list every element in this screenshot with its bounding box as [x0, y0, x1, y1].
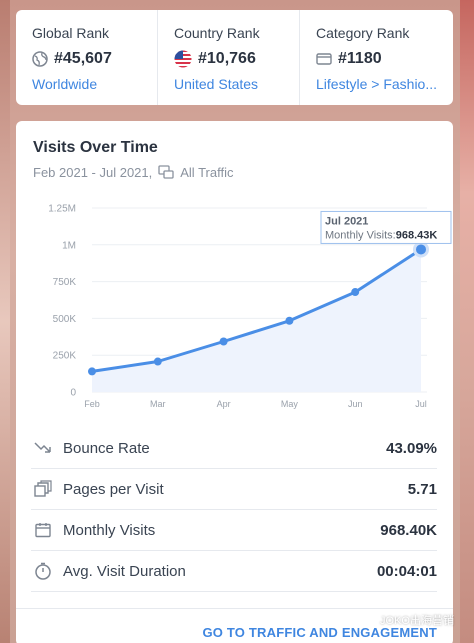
y-tick-label: 250K	[53, 351, 77, 362]
country-rank: Country Rank #10,766 United States	[158, 10, 300, 105]
data-point	[416, 244, 426, 255]
global-rank-value-row: #45,607	[32, 50, 141, 68]
visits-subtitle: Feb 2021 - Jul 2021, All Traffic	[33, 164, 233, 180]
x-tick-label: Mar	[150, 399, 166, 409]
calendar-icon	[33, 520, 53, 540]
visits-area	[92, 249, 421, 392]
data-point	[219, 337, 228, 346]
watermark: JOKO出海营销	[362, 612, 454, 628]
chart-tooltip: Jul 2021 Monthly Visits:968.43K	[320, 210, 452, 244]
category-rank-label: Category Rank	[316, 25, 410, 41]
country-rank-value-row: #10,766	[174, 50, 283, 68]
data-point	[153, 357, 162, 366]
country-rank-label: Country Rank	[174, 25, 260, 41]
metric-value: 968.40K	[380, 521, 437, 539]
visits-points	[88, 241, 429, 376]
data-point	[88, 367, 96, 376]
background-right	[460, 0, 474, 643]
metric-row-pages-per-visit: Pages per Visit 5.71	[31, 469, 437, 510]
visits-card: Visits Over Time Feb 2021 - Jul 2021, Al…	[16, 121, 453, 643]
metric-row-bounce-rate: Bounce Rate 43.09%	[31, 428, 437, 469]
us-flag-icon	[174, 50, 192, 68]
metric-label: Avg. Visit Duration	[63, 562, 186, 580]
wechat-icon	[362, 614, 376, 626]
tooltip-label: Monthly Visits:968.43K	[325, 229, 437, 241]
traffic-source-icon	[158, 165, 174, 179]
trend-down-icon	[33, 438, 53, 458]
x-tick-label: Jun	[348, 399, 363, 409]
metric-row-avg-visit-duration: Avg. Visit Duration 00:04:01	[31, 551, 437, 592]
date-range: Feb 2021 - Jul 2021,	[33, 164, 153, 180]
visits-chart: 0 250K 500K 750K 1M 1.25M Feb Mar Apr May Jun Jul …	[48, 204, 452, 409]
y-tick-label: 750K	[53, 277, 77, 288]
united-states-link[interactable]: United States	[174, 76, 259, 92]
metric-label: Pages per Visit	[63, 480, 164, 498]
category-rank: Category Rank #1180 Lifestyle > Fashio..…	[300, 10, 453, 105]
x-tick-label: May	[281, 399, 299, 409]
y-tick-label: 1M	[62, 240, 76, 251]
timer-icon	[33, 561, 53, 581]
y-tick-label: 0	[70, 388, 76, 399]
tooltip-value: 968.43K	[396, 229, 438, 241]
visits-title: Visits Over Time	[33, 139, 158, 156]
data-point	[285, 316, 294, 325]
y-tick-label: 1.25M	[48, 204, 76, 215]
category-rank-value-row: #1180	[316, 50, 437, 68]
tooltip-title: Jul 2021	[325, 215, 368, 227]
x-tick-label: Apr	[217, 399, 231, 409]
x-tick-label: Feb	[84, 399, 100, 409]
country-rank-value: #10,766	[198, 50, 256, 67]
category-rank-value: #1180	[338, 50, 382, 67]
category-link[interactable]: Lifestyle > Fashio...	[316, 76, 438, 92]
global-rank: Global Rank #45,607 Worldwide	[16, 10, 158, 105]
background-left	[0, 0, 10, 643]
metric-label: Monthly Visits	[63, 521, 156, 539]
metric-value: 00:04:01	[376, 562, 437, 580]
data-point	[351, 288, 360, 297]
metric-value: 43.09%	[386, 439, 437, 457]
metric-row-monthly-visits: Monthly Visits 968.40K	[31, 510, 437, 551]
global-rank-label: Global Rank	[32, 25, 110, 41]
globe-icon	[32, 51, 48, 67]
global-rank-value: #45,607	[54, 50, 112, 67]
worldwide-link[interactable]: Worldwide	[32, 76, 98, 92]
rank-card: Global Rank #45,607 Worldwide Country Ra…	[16, 10, 453, 105]
metric-label: Bounce Rate	[63, 439, 150, 457]
category-icon	[316, 53, 332, 65]
footer-divider	[16, 608, 453, 609]
tooltip-label-text: Monthly Visits:	[325, 229, 396, 241]
metric-value: 5.71	[407, 480, 437, 498]
traffic-label: All Traffic	[180, 164, 234, 180]
go-to-traffic-link[interactable]: GO TO TRAFFIC AND ENGAGEMENT	[202, 625, 437, 640]
x-axis-ticks: Feb Mar Apr May Jun Jul	[84, 399, 427, 409]
pages-icon	[33, 479, 53, 499]
y-axis-ticks: 0 250K 500K 750K 1M 1.25M	[48, 204, 76, 399]
watermark-text: JOKO出海营销	[380, 615, 454, 627]
y-tick-label: 500K	[53, 314, 77, 325]
x-tick-label: Jul	[415, 399, 427, 409]
visits-line	[91, 248, 422, 373]
tooltip-box	[320, 210, 452, 244]
